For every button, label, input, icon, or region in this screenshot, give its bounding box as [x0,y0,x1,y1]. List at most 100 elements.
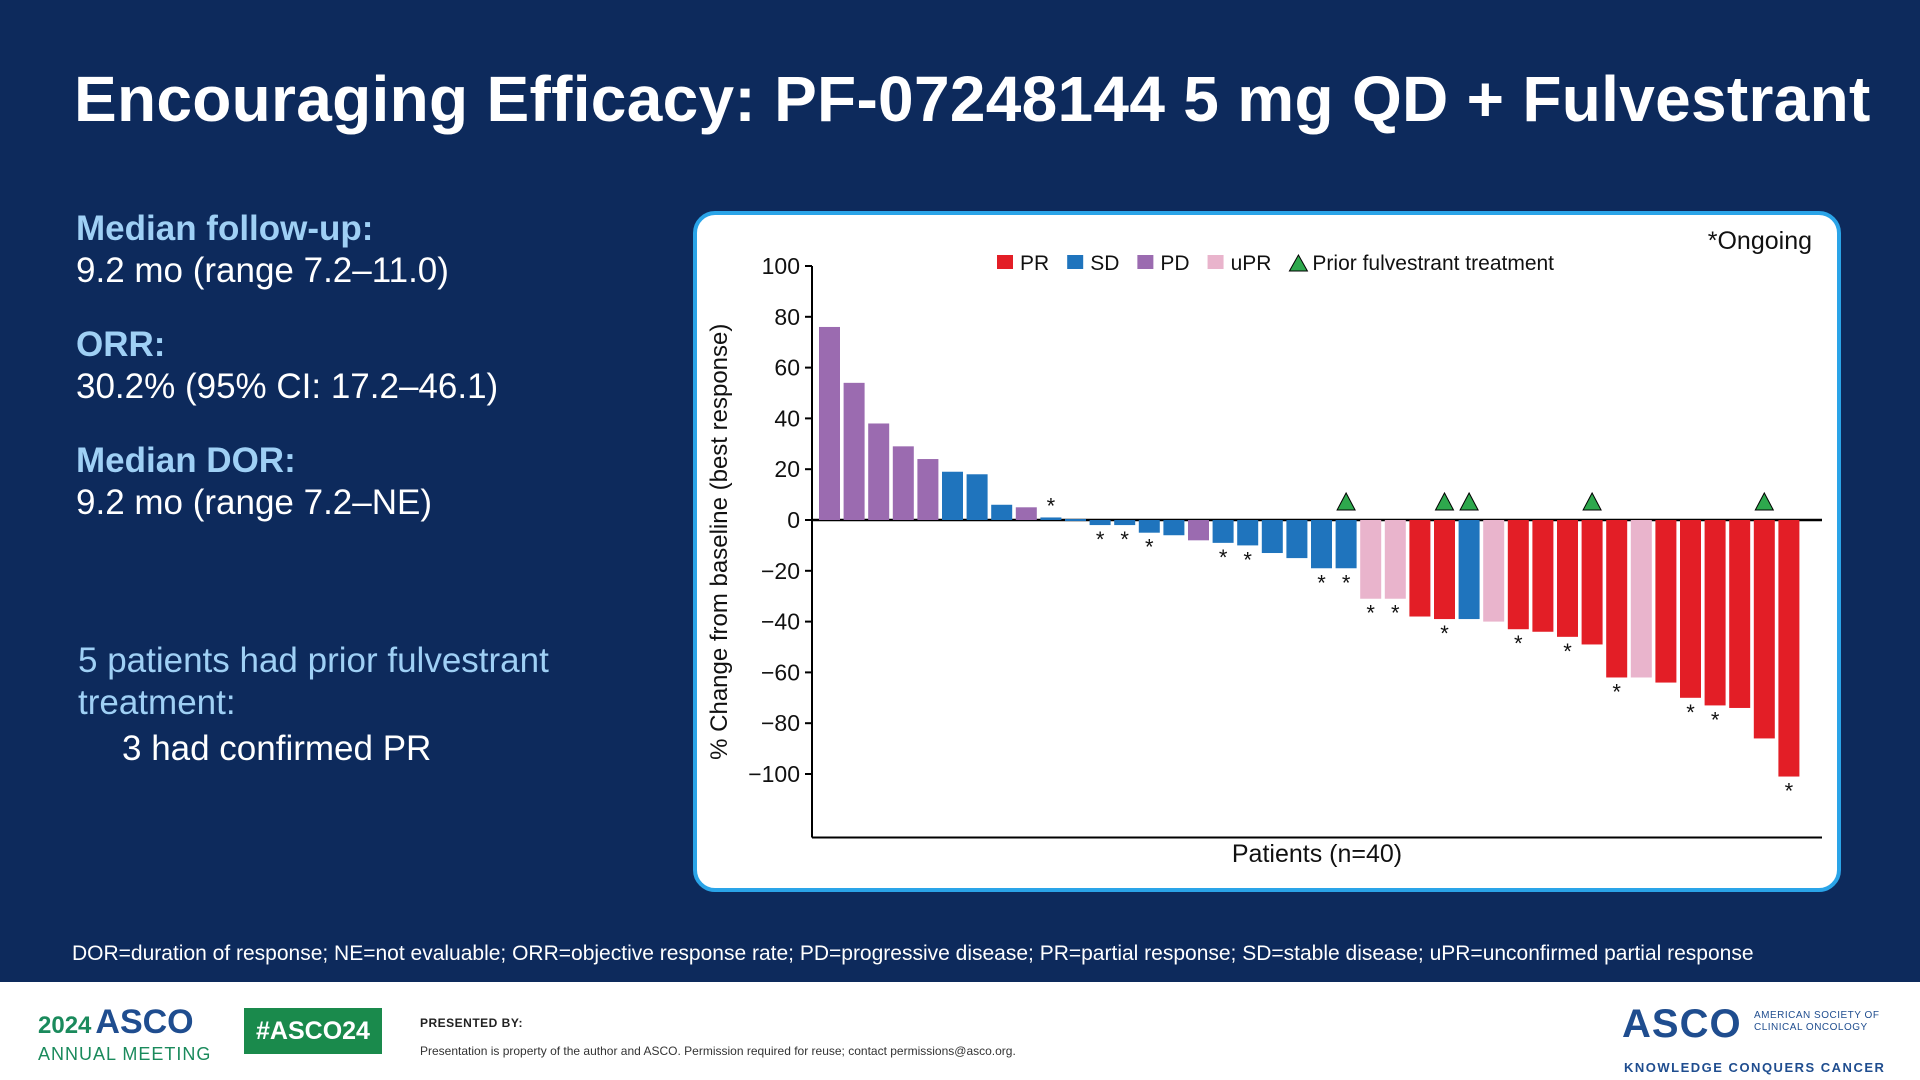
prior-note-heading: 5 patients had prior fulvestrant treatme… [78,641,549,722]
ongoing-asterisk: * [1711,707,1720,732]
y-tick-label: 20 [774,456,800,482]
bar [917,459,939,520]
property-notice: Presentation is property of the author a… [420,1044,1016,1058]
legend-swatch [997,255,1013,269]
bar [1507,520,1529,630]
ongoing-asterisk: * [1120,527,1129,552]
legend-label: PD [1160,252,1189,275]
bar [1212,520,1234,543]
bar [1655,520,1677,683]
stat-dor: Median DOR: 9.2 mo (range 7.2–NE) [76,440,656,524]
bar [1286,520,1308,559]
bar [843,382,865,520]
ongoing-asterisk: * [1243,547,1252,572]
asco-society-logo: ASCO AMERICAN SOCIETY OF CLINICAL ONCOLO… [1622,1002,1892,1075]
ongoing-asterisk: * [1563,639,1572,664]
bar [1753,520,1775,739]
slide-title: Encouraging Efficacy: PF-07248144 5 mg Q… [74,63,1871,135]
prior-treatment-triangle [1336,491,1356,511]
asco-wordmark: ASCO [95,1003,194,1041]
y-tick-label: 100 [762,253,800,279]
ongoing-asterisk: * [1317,570,1326,595]
waterfall-chart-panel: 100 80 60 40 20 0 −20 −40 −60 −80 −100 % Change fro… [693,211,1841,892]
bar [966,474,988,520]
bar [1237,520,1259,546]
legend-swatch [1137,255,1154,269]
society-tagline: KNOWLEDGE CONQUERS CANCER [1624,1060,1886,1075]
bar [1680,520,1701,698]
ongoing-note: *Ongoing [1708,227,1812,255]
bar [1138,520,1160,533]
waterfall-chart: 100 80 60 40 20 0 −20 −40 −60 −80 −100 % Change fro… [706,227,1822,868]
ongoing-asterisk: * [1096,527,1105,552]
bar [819,326,840,520]
stat-value: 9.2 mo (range 7.2–11.0) [76,251,449,290]
ongoing-asterisk: * [1391,601,1400,626]
y-tick-label: 0 [787,507,800,533]
bar [1729,520,1751,708]
prior-treatment-triangle [1434,491,1455,511]
prior-fulvestrant-note: 5 patients had prior fulvestrant treatme… [78,640,638,770]
legend-swatch [1067,255,1084,269]
prior-treatment-triangle [1582,491,1602,511]
bar [1606,520,1628,678]
legend-swatch [1207,255,1224,269]
bar [1557,520,1578,637]
bar [1630,520,1652,678]
bar [1015,507,1037,520]
bar [991,504,1013,520]
bar [1458,520,1480,620]
bar [1409,520,1431,617]
bar [1335,520,1357,569]
presented-by-label: PRESENTED BY: [420,1016,523,1030]
abbreviations-footnote: DOR=duration of response; NE=not evaluab… [72,942,1754,965]
bar [1089,520,1111,526]
y-tick-label: 40 [774,405,800,431]
stat-label: Median follow-up: [76,209,374,248]
stat-label: ORR: [76,325,166,364]
prior-treatment-triangle [1754,491,1775,511]
ongoing-asterisk: * [1219,545,1228,570]
ongoing-asterisk: * [1514,631,1523,656]
bar [1065,519,1086,521]
meeting-year: 2024 [38,1012,92,1039]
stat-follow-up: Median follow-up: 9.2 mo (range 7.2–11.0… [76,208,656,292]
stat-value: 30.2% (95% CI: 17.2–46.1) [76,367,499,406]
hashtag-badge: #ASCO24 [244,1008,382,1054]
bar [1581,520,1603,645]
bar [1532,520,1554,632]
legend-label: PR [1020,252,1049,275]
bar [1114,520,1136,526]
bar [1360,520,1382,599]
bar [1261,520,1283,554]
legend-label: Prior fulvestrant treatment [1312,252,1554,275]
asco-society-wordmark: ASCO [1622,1002,1742,1046]
y-tick-label: 60 [774,355,800,381]
y-tick-label: −80 [761,710,800,736]
bar [942,471,963,520]
bar [1778,520,1800,777]
y-tick-label: −20 [761,558,800,584]
ongoing-asterisk: * [1440,621,1449,646]
bar [1188,520,1209,541]
stats-panel: Median follow-up: 9.2 mo (range 7.2–11.0… [76,208,656,556]
y-axis-label: % Change from baseline (best response) [706,324,733,760]
asco-annual-meeting-logo: 2024 ASCO ANNUAL MEETING [38,1004,211,1065]
bar [1384,520,1406,599]
ongoing-asterisk: * [1612,679,1621,704]
y-tick-label: −60 [761,659,800,685]
stat-label: Median DOR: [76,441,296,480]
bar [1040,517,1062,520]
prior-note-sub: 3 had confirmed PR [122,729,432,768]
bar [868,423,890,520]
bar [1163,520,1185,536]
stat-orr: ORR: 30.2% (95% CI: 17.2–46.1) [76,324,656,408]
prior-treatment-triangle [1459,491,1479,511]
ongoing-asterisk: * [1785,779,1794,804]
society-name: AMERICAN SOCIETY OF CLINICAL ONCOLOGY [1754,1010,1880,1033]
stat-value: 9.2 mo (range 7.2–NE) [76,483,433,522]
y-tick-label: −100 [748,761,800,787]
legend-label: SD [1090,252,1119,275]
x-axis-label: Patients (n=40) [1232,840,1402,868]
